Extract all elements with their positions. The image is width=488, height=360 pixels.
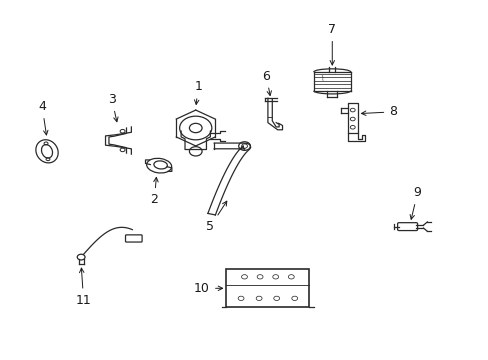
Text: 1: 1: [194, 80, 202, 104]
Text: 5: 5: [206, 201, 226, 233]
Text: 9: 9: [409, 186, 421, 219]
Text: 11: 11: [76, 268, 91, 307]
Text: /: /: [320, 74, 324, 81]
Text: 3: 3: [108, 93, 118, 122]
Text: 8: 8: [361, 105, 396, 118]
Text: 2: 2: [150, 177, 158, 206]
Text: 4: 4: [38, 100, 48, 135]
Text: 10: 10: [194, 282, 222, 295]
Text: 6: 6: [262, 69, 271, 95]
Text: 7: 7: [327, 23, 336, 65]
